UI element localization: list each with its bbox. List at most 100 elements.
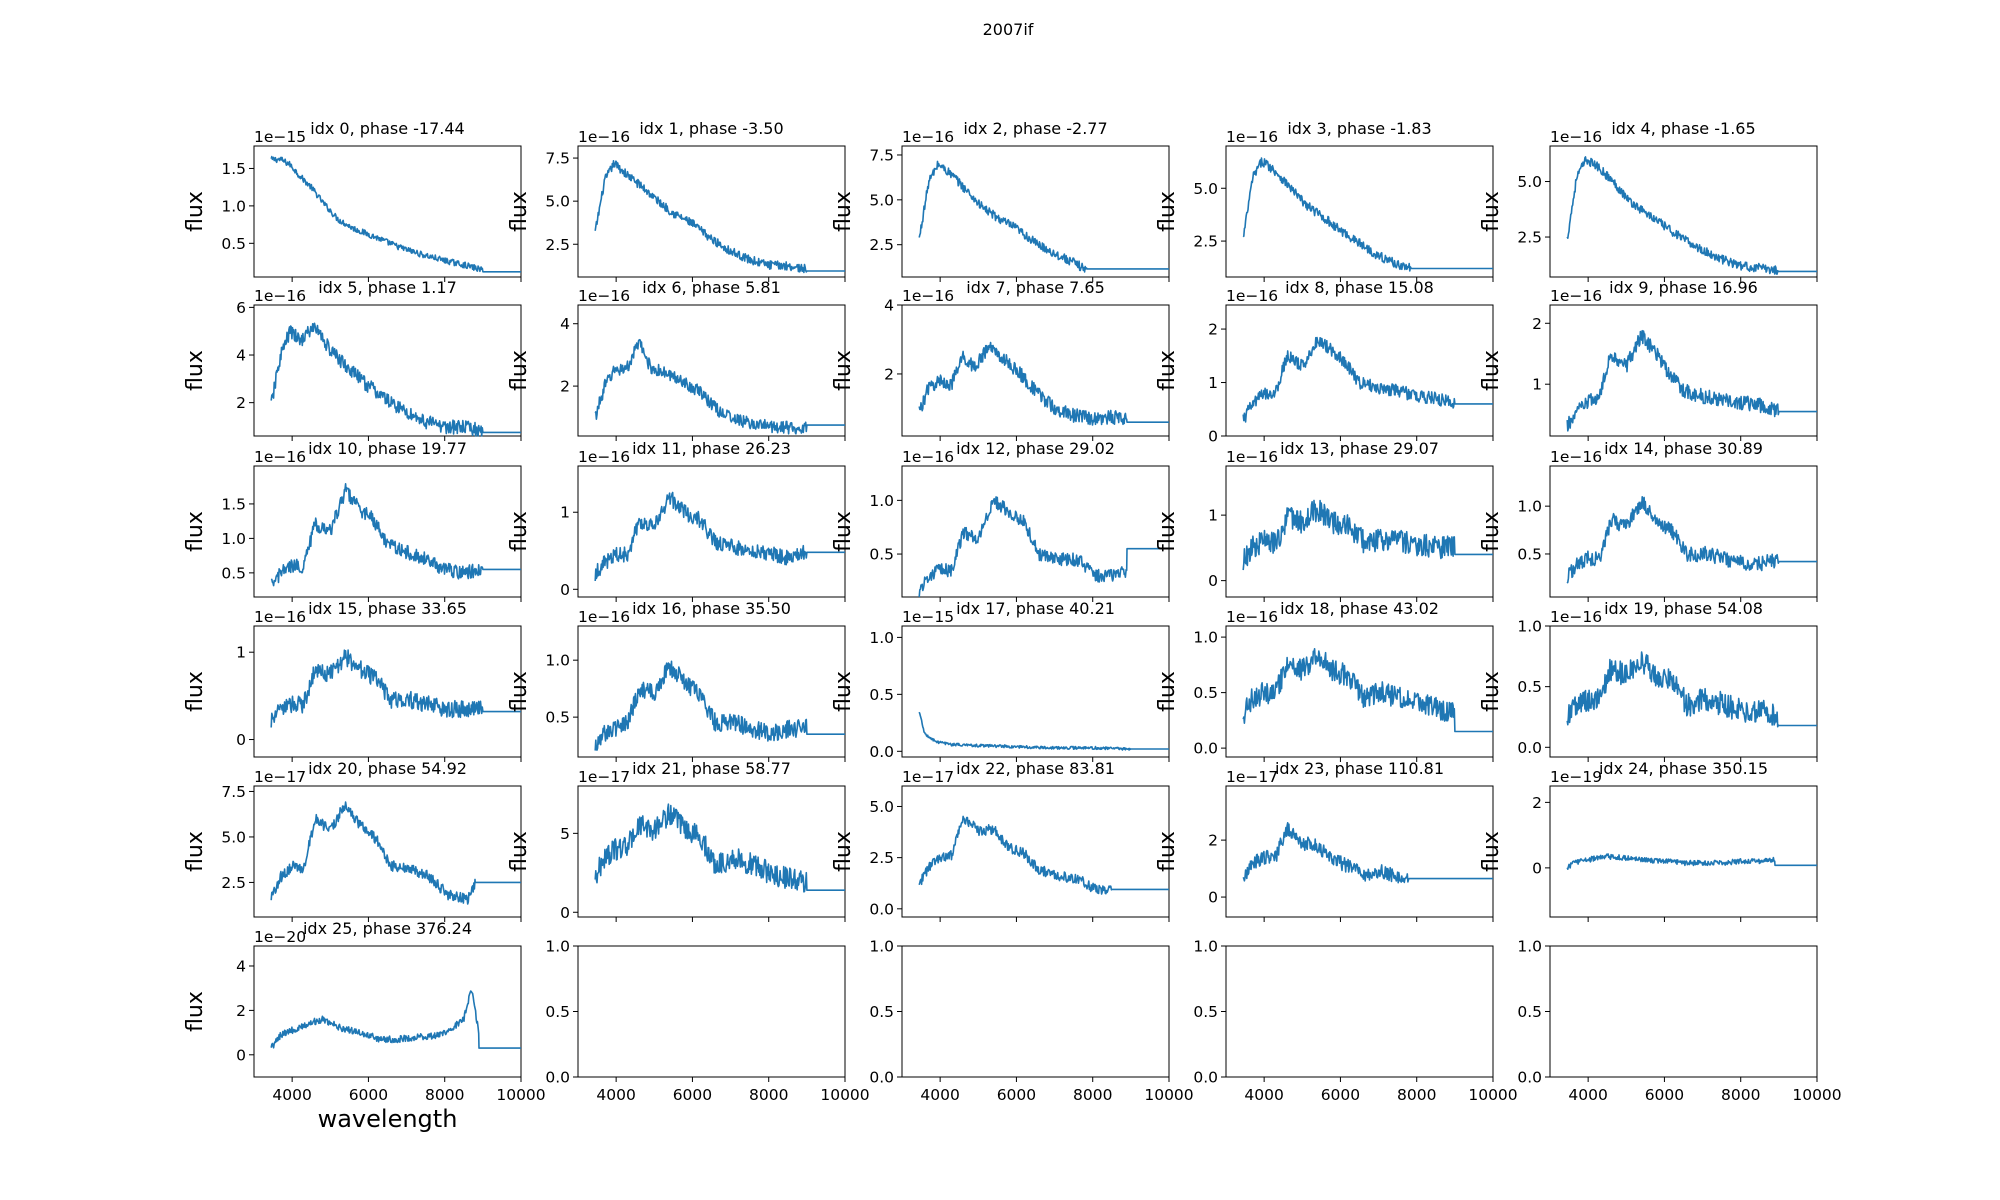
y-offset-label: 1e−16 bbox=[1550, 608, 1602, 626]
y-tick-label: 0 bbox=[1208, 889, 1218, 907]
y-tick-label: 1 bbox=[236, 644, 246, 662]
y-tick-label: 1.0 bbox=[545, 938, 570, 956]
y-tick-label: 1.5 bbox=[221, 160, 246, 178]
axes-frame bbox=[1225, 465, 1494, 598]
x-tick-label: 4000 bbox=[596, 1086, 635, 1104]
subplot-6: 2 4 idx 6, phase 5.81 1e−16 flux bbox=[507, 278, 846, 441]
spectrum-line bbox=[594, 160, 845, 274]
y-offset-label: 1e−15 bbox=[902, 608, 954, 626]
y-axis-label: flux bbox=[831, 511, 856, 552]
y-tick-label: 5.0 bbox=[221, 828, 246, 846]
y-tick-label: 0.0 bbox=[869, 1069, 894, 1087]
y-axis-label: flux bbox=[1155, 191, 1180, 232]
y-axis-label: flux bbox=[183, 831, 208, 872]
x-tick-label: 8000 bbox=[749, 1086, 788, 1104]
y-tick-label: 0.5 bbox=[1193, 1003, 1218, 1021]
axes-frame bbox=[253, 945, 522, 1078]
spectrum-line bbox=[270, 801, 521, 905]
axes-frame bbox=[1549, 625, 1818, 758]
y-tick-label: 5 bbox=[560, 825, 570, 843]
y-axis-label: flux bbox=[507, 350, 532, 391]
subplot-empty-3: 0.0 0.5 1.0 bbox=[1193, 938, 1494, 1087]
y-tick-label: 4 bbox=[236, 347, 246, 365]
y-offset-label: 1e−16 bbox=[902, 448, 954, 466]
y-tick-label: 0.5 bbox=[545, 709, 570, 727]
subplot-title: idx 8, phase 15.08 bbox=[1285, 278, 1434, 297]
y-tick-label: 2.5 bbox=[869, 849, 894, 867]
y-tick-label: 2 bbox=[1532, 315, 1542, 333]
subplot-title: idx 16, phase 35.50 bbox=[632, 599, 791, 618]
y-tick-label: 2 bbox=[1532, 794, 1542, 812]
spectrum-line bbox=[594, 338, 845, 435]
y-offset-label: 1e−16 bbox=[254, 608, 306, 626]
y-axis-label: flux bbox=[183, 671, 208, 712]
axes-frame bbox=[577, 145, 846, 278]
spectrum-line bbox=[270, 990, 521, 1049]
y-tick-label: 1.0 bbox=[221, 197, 246, 215]
y-axis-label: flux bbox=[507, 831, 532, 872]
x-tick-label: 10000 bbox=[820, 1086, 869, 1104]
y-tick-label: 0 bbox=[1532, 859, 1542, 877]
subplot-title: idx 6, phase 5.81 bbox=[642, 278, 781, 297]
y-tick-label: 0 bbox=[560, 904, 570, 922]
y-axis-label: flux bbox=[831, 350, 856, 391]
spectrum-line bbox=[594, 803, 845, 893]
y-axis-label: flux bbox=[1155, 671, 1180, 712]
spectrum-line bbox=[1566, 495, 1817, 584]
y-tick-label: 5.0 bbox=[869, 191, 894, 209]
subplot-title: idx 24, phase 350.15 bbox=[1599, 759, 1768, 778]
y-tick-label: 1.0 bbox=[1193, 629, 1218, 647]
x-axis-label: wavelength bbox=[318, 1105, 458, 1133]
y-offset-label: 1e−15 bbox=[254, 128, 306, 146]
y-tick-label: 2 bbox=[560, 378, 570, 396]
spectrum-line bbox=[918, 341, 1169, 426]
x-tick-label: 6000 bbox=[997, 1086, 1036, 1104]
x-tick-label: 8000 bbox=[1721, 1086, 1760, 1104]
y-axis-label: flux bbox=[831, 191, 856, 232]
subplot-empty-1: 0.0 0.5 1.0 bbox=[545, 938, 846, 1087]
spectrum-line bbox=[594, 660, 845, 751]
y-tick-label: 1.0 bbox=[869, 492, 894, 510]
y-tick-label: 1.0 bbox=[1517, 498, 1542, 516]
axes-frame bbox=[901, 465, 1170, 598]
y-tick-label: 2.5 bbox=[1193, 233, 1218, 251]
y-tick-label: 0.5 bbox=[869, 546, 894, 564]
axes-frame bbox=[901, 625, 1170, 758]
y-tick-label: 5.0 bbox=[1193, 180, 1218, 198]
spectrum-line bbox=[1242, 647, 1493, 733]
y-tick-label: 2.5 bbox=[545, 236, 570, 254]
y-tick-label: 0 bbox=[1208, 428, 1218, 446]
y-tick-label: 0.5 bbox=[221, 564, 246, 582]
y-offset-label: 1e−20 bbox=[254, 928, 306, 946]
axes-frame bbox=[1225, 145, 1494, 278]
subplot-title: idx 5, phase 1.17 bbox=[318, 278, 457, 297]
y-tick-label: 0.5 bbox=[1517, 678, 1542, 696]
y-offset-label: 1e−16 bbox=[1226, 287, 1278, 305]
subplot-title: idx 1, phase -3.50 bbox=[639, 119, 783, 138]
y-tick-label: 1 bbox=[1532, 376, 1542, 394]
y-tick-label: 0.5 bbox=[545, 1003, 570, 1021]
axes-frame bbox=[577, 304, 846, 437]
subplot-title: idx 12, phase 29.02 bbox=[956, 439, 1115, 458]
y-tick-label: 4 bbox=[560, 315, 570, 333]
x-tick-label: 4000 bbox=[920, 1086, 959, 1104]
subplot-title: idx 10, phase 19.77 bbox=[308, 439, 467, 458]
x-tick-label: 6000 bbox=[349, 1086, 388, 1104]
y-axis-label: flux bbox=[507, 511, 532, 552]
spectrum-line bbox=[918, 496, 1169, 598]
subplot-title: idx 17, phase 40.21 bbox=[956, 599, 1115, 618]
axes-frame bbox=[1549, 785, 1818, 918]
y-offset-label: 1e−16 bbox=[1226, 448, 1278, 466]
y-offset-label: 1e−16 bbox=[254, 448, 306, 466]
x-tick-label: 8000 bbox=[1397, 1086, 1436, 1104]
spectrum-line bbox=[594, 491, 845, 582]
subplot-title: idx 0, phase -17.44 bbox=[310, 119, 464, 138]
spectrum-line bbox=[270, 322, 521, 437]
